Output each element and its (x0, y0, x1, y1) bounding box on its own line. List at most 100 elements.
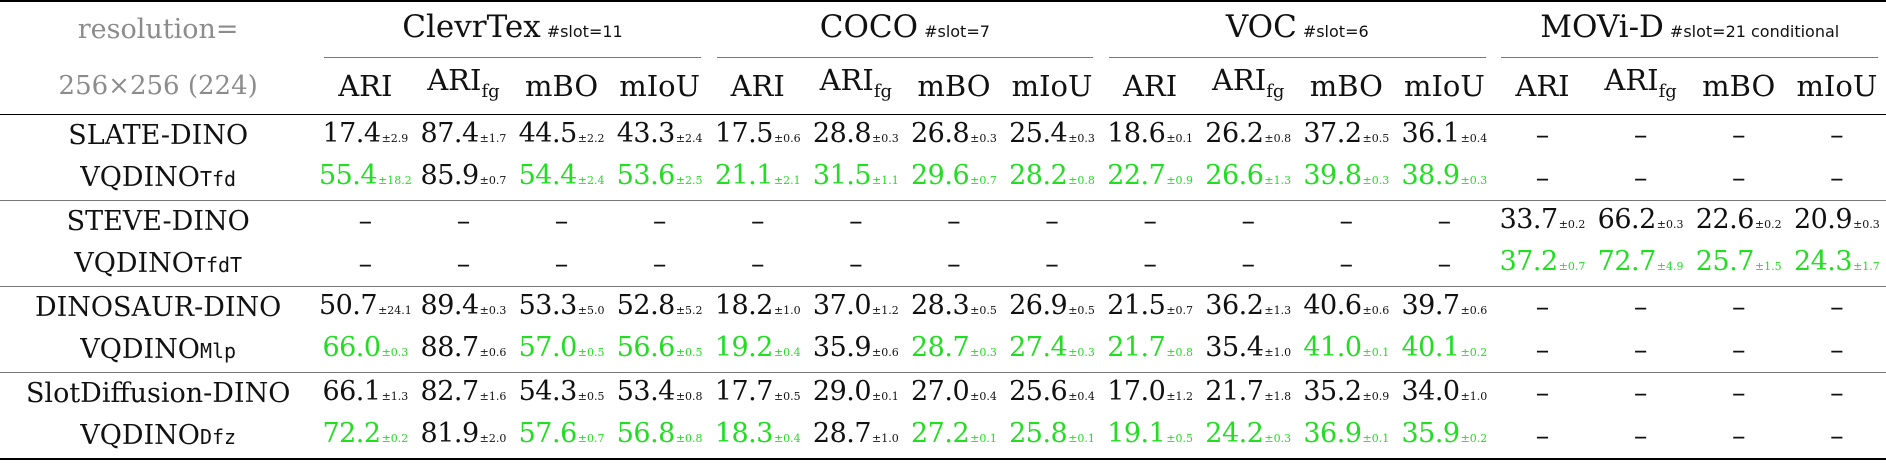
value-cell: 54.3±0.5 (512, 371, 611, 416)
dash: – (1437, 248, 1452, 280)
value-cell: 26.6±1.3 (1199, 157, 1297, 200)
dash: – (1830, 378, 1844, 410)
cell-std: ±1.0 (1264, 346, 1292, 360)
dash: – (1143, 206, 1157, 238)
metric-label: ARI (1604, 63, 1659, 97)
cell-value: 25.6 (1009, 375, 1068, 407)
empty-cell: – (1395, 243, 1493, 286)
cell-std: ±0.8 (675, 432, 703, 446)
dash: – (947, 248, 961, 280)
dash: – (554, 206, 569, 238)
cell-std: ±2.0 (479, 432, 507, 446)
value-cell: 18.2±1.0 (708, 285, 807, 330)
value-cell: 53.6±2.5 (611, 157, 709, 200)
metric-header: mBO (1297, 58, 1395, 114)
metric-header-row: 256×256 (224) ARI ARIfg mBO mIoU ARI ARIfg mBO… (0, 58, 1886, 114)
cell-value: 89.4 (420, 289, 480, 321)
resolution-value: 256×256 (224) (58, 70, 258, 101)
method-variant: Tfd (199, 166, 237, 191)
results-table: resolution= ClevrTex #slot=11 COCO #slot=7… (0, 0, 1886, 460)
value-cell: 26.8±0.3 (904, 113, 1003, 158)
cell-std: ±0.1 (1068, 432, 1095, 446)
metric-label: mIoU (619, 68, 701, 103)
empty-cell: – (610, 199, 709, 244)
cell-value: 21.5 (1107, 289, 1166, 321)
value-cell: 38.9±0.3 (1395, 157, 1493, 200)
table-row: SlotDiffusion-DINO 66.1±1.3 82.7±1.6 54.3±0… (0, 371, 1886, 416)
dash: – (1633, 420, 1648, 452)
cell-std: ±0.1 (872, 389, 899, 403)
cell-std: ±0.5 (1166, 432, 1194, 446)
value-cell: 35.9±0.6 (807, 329, 905, 372)
cell-std: ±0.8 (675, 389, 703, 403)
metric-label: mBO (1702, 68, 1776, 103)
cell-std: ±0.4 (970, 389, 997, 403)
cell-std: ±0.7 (577, 432, 605, 446)
empty-cell: – (1787, 285, 1886, 330)
value-cell: 27.4±0.3 (1003, 329, 1101, 372)
empty-cell: – (1493, 371, 1592, 416)
value-cell: 27.0±0.4 (904, 371, 1003, 416)
cell-std: ±18.2 (378, 174, 412, 188)
empty-cell: – (1493, 329, 1591, 372)
cell-std: ±0.9 (1362, 389, 1390, 403)
cell-value: 28.3 (911, 289, 970, 321)
value-cell: 72.2±0.2 (316, 415, 415, 460)
value-cell: 85.9±0.7 (414, 157, 512, 200)
value-cell: 21.1±2.1 (709, 157, 807, 200)
cell-value: 52.8 (616, 289, 676, 321)
value-cell: 54.4±2.4 (513, 157, 611, 200)
cell-std: ±0.7 (970, 174, 997, 188)
cell-value: 17.0 (1107, 375, 1166, 407)
metric-label: mBO (1309, 68, 1383, 103)
cell-value: 43.3 (616, 117, 676, 149)
cell-value: 87.4 (420, 117, 480, 149)
cell-value: 72.2 (322, 418, 381, 450)
cell-std: ±0.4 (1068, 389, 1095, 403)
empty-cell: – (1788, 157, 1886, 200)
method-name: SLATE-DINO (68, 120, 249, 152)
cell-std: ±0.3 (1853, 217, 1880, 231)
cell-std: ±0.4 (1460, 131, 1488, 145)
metric-label: mIoU (1796, 68, 1878, 103)
dash: – (1830, 120, 1844, 152)
value-cell: 37.2±0.5 (1297, 113, 1396, 158)
cell-value: 53.3 (518, 289, 578, 321)
cell-std: ±0.5 (577, 389, 605, 403)
cell-std: ±1.2 (1166, 389, 1194, 403)
value-cell: 66.2±0.3 (1591, 199, 1690, 244)
cell-value: 35.2 (1303, 375, 1362, 407)
dash: – (1731, 292, 1746, 324)
dash: – (1633, 162, 1648, 194)
cell-std: ±0.1 (970, 432, 997, 446)
cell-value: 35.9 (812, 332, 872, 364)
cell-value: 36.9 (1303, 418, 1362, 450)
cell-value: 26.6 (1205, 160, 1264, 192)
dash: – (652, 248, 667, 280)
cell-std: ±1.3 (1264, 174, 1292, 188)
table-row: VQDINODfz 72.2±0.2 81.9±2.0 57.6±0.7 56.8±0.… (0, 415, 1886, 460)
value-cell: 44.5±2.2 (512, 113, 611, 158)
cell-value: 24.3 (1793, 246, 1853, 278)
cell-value: 54.4 (518, 160, 578, 192)
cell-std: ±0.2 (381, 432, 409, 446)
empty-cell: – (316, 199, 415, 244)
cell-std: ±1.2 (872, 303, 899, 317)
cell-value: 19.1 (1107, 418, 1166, 450)
cell-value: 66.2 (1597, 203, 1657, 235)
dataset-name: MOVi-D (1540, 9, 1664, 45)
cell-std: ±0.3 (970, 131, 997, 145)
cell-std: ±0.3 (1264, 432, 1292, 446)
cell-value: 35.9 (1401, 418, 1460, 450)
value-cell: 25.6±0.4 (1002, 371, 1102, 416)
value-cell: 25.7±1.5 (1690, 243, 1788, 286)
dash: – (652, 206, 667, 238)
empty-cell: – (905, 243, 1003, 286)
dash: – (1830, 292, 1844, 324)
metric-header: ARIfg (1592, 58, 1690, 114)
metric-header: ARI (316, 58, 414, 114)
empty-cell: – (1297, 243, 1395, 286)
empty-cell: – (414, 199, 513, 244)
cell-std: ±0.4 (773, 346, 801, 360)
dataset-header-clevrtex: ClevrTex #slot=11 (316, 0, 709, 58)
